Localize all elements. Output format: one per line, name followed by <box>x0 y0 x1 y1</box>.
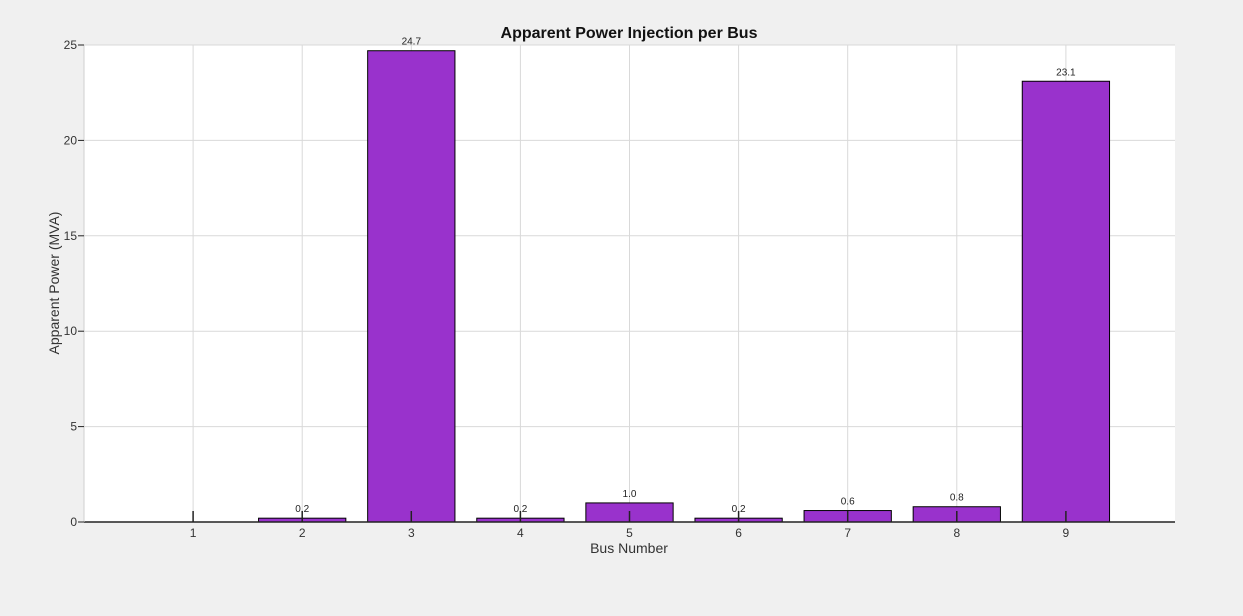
x-tick-label: 7 <box>844 526 851 540</box>
data-label-7: 0.6 <box>841 497 855 508</box>
y-tick-label: 25 <box>64 38 78 52</box>
data-label-6: 0.2 <box>732 504 746 515</box>
y-tick-label: 5 <box>70 420 77 434</box>
data-labels: 0.2 24.7 0.2 1.0 0.2 0.6 0.8 23.1 <box>295 37 1076 515</box>
chart-title: Apparent Power Injection per Bus <box>501 25 758 42</box>
data-label-5: 1.0 <box>623 489 637 500</box>
y-tick-label: 15 <box>64 229 78 243</box>
data-label-8: 0.8 <box>950 493 964 504</box>
bar-9 <box>1021 80 1111 523</box>
y-tick-label: 10 <box>64 324 78 338</box>
data-label-3: 24.7 <box>402 37 422 48</box>
bar-3 <box>367 50 456 523</box>
y-tick-label: 20 <box>64 133 78 147</box>
data-label-2: 0.2 <box>295 504 309 515</box>
x-tick-label: 2 <box>299 526 306 540</box>
x-tick-label: 3 <box>408 526 415 540</box>
data-label-4: 0.2 <box>513 504 527 515</box>
y-axis-label: Apparent Power (MVA) <box>46 212 62 355</box>
y-tick-label: 0 <box>70 515 77 529</box>
x-tick-label: 6 <box>735 526 742 540</box>
tick-labels: 0 5 10 15 20 25 1 2 3 4 5 6 7 8 9 <box>64 38 1070 540</box>
data-label-9: 23.1 <box>1056 67 1076 78</box>
x-tick-label: 8 <box>953 526 960 540</box>
x-tick-label: 4 <box>517 526 524 540</box>
x-tick-label: 1 <box>190 526 197 540</box>
x-axis-label: Bus Number <box>590 540 668 556</box>
axes <box>78 44 1175 523</box>
x-tick-label: 5 <box>626 526 633 540</box>
x-tick-label: 9 <box>1063 526 1070 540</box>
